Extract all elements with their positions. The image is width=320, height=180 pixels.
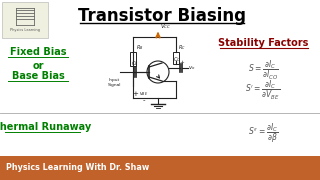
- Text: Stability Factors: Stability Factors: [218, 38, 308, 48]
- Text: Signal: Signal: [107, 83, 121, 87]
- Text: Input: Input: [108, 78, 120, 82]
- Text: $S = \dfrac{\partial I_C}{\partial I_{CO}}$: $S = \dfrac{\partial I_C}{\partial I_{CO…: [248, 58, 278, 82]
- Bar: [0, 156, 320, 180]
- Text: $R_B$: $R_B$: [136, 44, 143, 52]
- FancyBboxPatch shape: [130, 52, 136, 66]
- Text: $S^{\prime} = \dfrac{\partial I_C}{\partial V_{BE}}$: $S^{\prime} = \dfrac{\partial I_C}{\part…: [245, 78, 281, 102]
- Text: Physics Learning With Dr. Shaw: Physics Learning With Dr. Shaw: [6, 163, 149, 172]
- Text: +: +: [132, 91, 138, 97]
- Text: $R_C$: $R_C$: [178, 44, 186, 52]
- FancyBboxPatch shape: [2, 2, 48, 38]
- Text: -: -: [143, 97, 145, 103]
- FancyBboxPatch shape: [173, 52, 179, 64]
- Text: $V_{CC}$: $V_{CC}$: [160, 22, 171, 32]
- Text: or: or: [32, 61, 44, 71]
- Text: $C_C$: $C_C$: [173, 56, 181, 64]
- Text: Physics Learning: Physics Learning: [10, 28, 40, 32]
- Text: Fixed Bias: Fixed Bias: [10, 47, 66, 57]
- Text: Thermal Runaway: Thermal Runaway: [0, 122, 91, 132]
- Text: $S^{\prime\prime} = \dfrac{\partial I_C}{\partial \beta}$: $S^{\prime\prime} = \dfrac{\partial I_C}…: [248, 121, 278, 145]
- Text: +: +: [179, 60, 184, 64]
- Text: $v_o$: $v_o$: [188, 64, 196, 72]
- Text: Base Bias: Base Bias: [12, 71, 64, 81]
- Text: Transistor Biasing: Transistor Biasing: [78, 7, 246, 25]
- Text: $v_{BE}$: $v_{BE}$: [139, 90, 149, 98]
- Text: $C_B$: $C_B$: [131, 60, 139, 68]
